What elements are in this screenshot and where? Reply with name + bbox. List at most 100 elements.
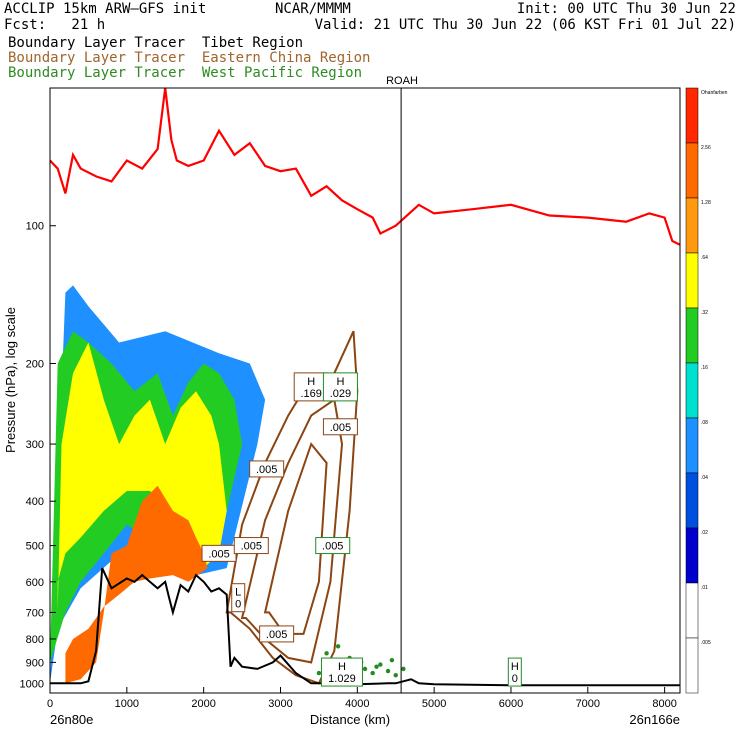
west-pacific-dot xyxy=(324,651,329,656)
annotation-label: .029 xyxy=(330,388,351,400)
annotation-frame xyxy=(233,537,269,555)
annotation-label: H xyxy=(336,376,344,388)
x-tick-label: 4000 xyxy=(345,698,369,710)
section-start-label: 26n80e xyxy=(50,712,93,727)
init-time: Init: 00 UTC Thu 30 Jun 22 xyxy=(516,1,736,17)
line-layer xyxy=(49,87,681,693)
y-tick-label: 200 xyxy=(26,358,44,370)
annotation-label: .005 xyxy=(241,541,262,553)
x-tick-label: 7000 xyxy=(576,698,600,710)
west-pacific-dot xyxy=(316,670,322,676)
x-tick-label: 3000 xyxy=(268,698,292,710)
tracer-legend-west-pacific: Boundary Layer Tracer West Pacific Regio… xyxy=(8,65,363,81)
tropopause-line xyxy=(49,87,681,246)
colorbar: Ohanfarben 2.56 1.28 .64 .32 .16 .08 .04 .02 .01.… xyxy=(685,87,728,694)
annotation-frame xyxy=(259,625,295,643)
annotation-box: .005 xyxy=(259,625,295,643)
colorbar-swatch xyxy=(685,472,699,529)
axes-layer: 0 1000 2000 3000 4000 5000 6000 7000 80001002003… xyxy=(20,221,677,710)
west-pacific-dot xyxy=(389,657,395,663)
annotation-box: .005 xyxy=(201,544,237,562)
annotation-label: H xyxy=(307,376,315,388)
annotation-frame xyxy=(315,537,351,555)
annotation-layer: H.169H.029.005.005.005.005.005L0.005H1.0… xyxy=(201,372,522,687)
colorbar-level-label: .64 xyxy=(701,255,708,261)
x-tick-label: 2000 xyxy=(191,698,215,710)
west-pacific-dot xyxy=(362,666,368,672)
x-tick-label: 6000 xyxy=(499,698,523,710)
east-china-contour-1 xyxy=(225,330,359,685)
colorbar-swatch xyxy=(685,582,699,639)
x-tick-label: 8000 xyxy=(652,698,676,710)
marker-label: ROAH xyxy=(386,75,418,87)
colorbar-swatch xyxy=(685,362,699,419)
plot-frame xyxy=(49,87,681,694)
forecast-hour: Fcst: 21 h xyxy=(4,17,106,33)
title-left: ACCLIP 15km ARW–GFS init xyxy=(4,1,207,17)
annotation-label: .005 xyxy=(322,541,343,553)
y-tick-label: 400 xyxy=(26,496,44,508)
annotation-frame xyxy=(320,657,363,687)
annotation-label: 0 xyxy=(512,673,518,685)
annotation-frame xyxy=(507,657,522,687)
annotation-box: .005 xyxy=(315,537,351,555)
tracer-legend-tibet: Boundary Layer Tracer Tibet Region xyxy=(8,35,304,51)
west-pacific-dot xyxy=(374,664,379,669)
west-pacific-dot xyxy=(393,672,398,678)
tracer-fill-1 xyxy=(65,485,208,684)
annotation-frame xyxy=(322,372,358,402)
annotation-frame xyxy=(231,583,246,613)
colorbar-swatch xyxy=(685,527,699,584)
valid-time: Valid: 21 UTC Thu 30 Jun 22 (06 KST Fri … xyxy=(314,17,736,33)
y-tick-label: 900 xyxy=(26,657,44,669)
annotation-frame xyxy=(249,460,285,478)
west-pacific-dot xyxy=(335,644,341,649)
west-pacific-dot xyxy=(401,666,406,672)
colorbar-swatch xyxy=(685,417,699,474)
y-tick-label: 700 xyxy=(26,607,44,619)
annotation-frame xyxy=(322,418,358,436)
y-axis-title: Pressure (hPa), log scale xyxy=(3,307,18,453)
annotation-label: L xyxy=(235,587,241,599)
annotation-label: .005 xyxy=(330,422,351,434)
annotation-label: 0 xyxy=(235,599,241,611)
west-pacific-dot xyxy=(385,668,391,674)
annotation-label: .005 xyxy=(208,548,229,560)
annotation-label: H xyxy=(338,661,346,673)
y-tick-label: 300 xyxy=(26,439,44,451)
y-tick-label: 600 xyxy=(26,577,44,589)
colorbar-level-label: .01 xyxy=(701,585,708,591)
annotation-box: H0 xyxy=(507,657,522,687)
x-tick-label: 5000 xyxy=(422,698,446,710)
colorbar-level-label: .32 xyxy=(701,310,708,316)
x-axis-title: Distance (km) xyxy=(310,712,390,727)
colorbar-level-label: 2.56 xyxy=(701,145,711,151)
y-tick-label: 800 xyxy=(26,634,44,646)
y-tick-label: 100 xyxy=(26,221,44,233)
east-china-contour-3 xyxy=(263,442,328,635)
annotation-box: H.169 xyxy=(293,372,329,402)
tracer-legend-eastern-china: Boundary Layer Tracer Eastern China Regi… xyxy=(8,50,371,66)
west-pacific-dot xyxy=(378,662,383,667)
section-end-label: 26n166e xyxy=(629,712,680,727)
annotation-label: .005 xyxy=(256,464,277,476)
colorbar-level-label: .16 xyxy=(701,365,708,371)
annotation-box: .005 xyxy=(322,418,358,436)
y-tick-label: 1000 xyxy=(20,678,44,690)
tracer-fill-2 xyxy=(57,342,227,613)
annotation-box: .005 xyxy=(233,537,269,555)
tracer-fill-layer xyxy=(50,285,266,684)
colorbar-level-label: .04 xyxy=(701,475,708,481)
annotation-box: L0 xyxy=(231,583,246,613)
colorbar-level-label: .005 xyxy=(701,640,711,646)
annotation-label: .169 xyxy=(301,388,322,400)
colorbar-level-label: .02 xyxy=(701,530,708,536)
annotation-label: .005 xyxy=(266,629,287,641)
annotation-box: .005 xyxy=(249,460,285,478)
west-pacific-dot xyxy=(370,670,375,676)
colorbar-swatch xyxy=(685,252,699,309)
colorbar-swatch xyxy=(685,142,699,199)
annotation-label: 1.029 xyxy=(328,673,356,685)
colorbar-swatch xyxy=(685,637,699,694)
